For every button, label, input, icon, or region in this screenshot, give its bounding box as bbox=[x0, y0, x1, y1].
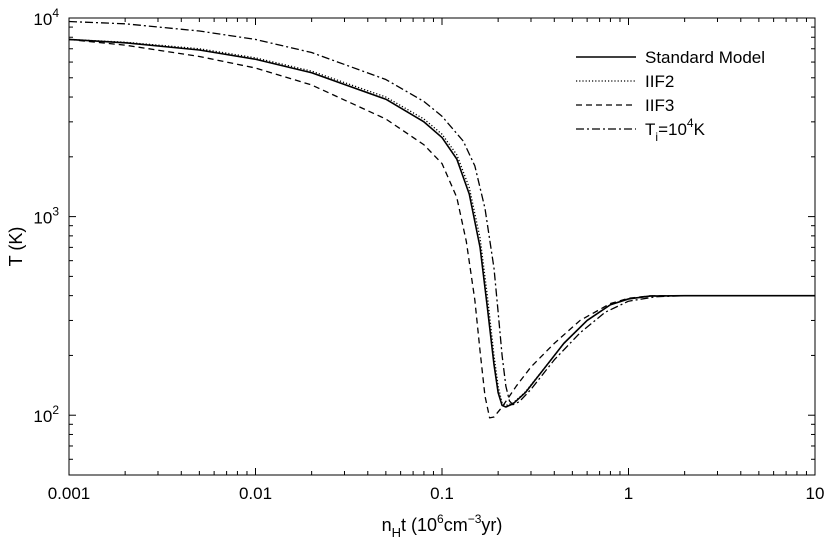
y-tick-label: 103 bbox=[33, 205, 59, 228]
ticks-layer bbox=[68, 18, 815, 476]
legend-label-3: IIF3 bbox=[645, 96, 674, 115]
x-axis-label-part: n bbox=[382, 515, 392, 535]
x-axis-label-sub: H bbox=[392, 525, 401, 540]
y-tick-exponent: 4 bbox=[52, 6, 59, 20]
legend-label-sub: i bbox=[655, 130, 658, 144]
series-line-2 bbox=[68, 38, 815, 407]
series-layer bbox=[68, 20, 815, 419]
legend-label-sup: 4 bbox=[687, 116, 694, 130]
legend-label-part: K bbox=[694, 120, 706, 139]
x-tick-label: 0.1 bbox=[430, 484, 454, 503]
legend-label-part: T bbox=[645, 120, 655, 139]
x-axis-label-part: cm bbox=[444, 515, 468, 535]
plot-frame bbox=[68, 17, 816, 476]
y-tick-base: 10 bbox=[33, 10, 52, 29]
series-line-3 bbox=[68, 38, 815, 419]
x-tick-label: 0.01 bbox=[239, 484, 272, 503]
legend-label-4: Ti=104K bbox=[645, 116, 706, 144]
x-tick-label: 0.001 bbox=[48, 484, 91, 503]
y-tick-base: 10 bbox=[33, 407, 52, 426]
x-axis-label-sup: −3 bbox=[468, 512, 482, 526]
x-axis-label: nHt (106cm−3yr) bbox=[382, 512, 503, 540]
series-line-4 bbox=[68, 20, 815, 406]
y-axis-label: T (K) bbox=[6, 227, 26, 267]
x-axis-label-sup: 6 bbox=[437, 512, 444, 526]
y-tick-exponent: 2 bbox=[52, 403, 59, 417]
series-line-1 bbox=[68, 38, 815, 408]
x-tick-label: 10 bbox=[806, 484, 825, 503]
y-tick-base: 10 bbox=[33, 209, 52, 228]
legend-label-part: =10 bbox=[658, 120, 687, 139]
y-tick-label: 102 bbox=[33, 403, 59, 426]
y-tick-label: 104 bbox=[33, 6, 59, 29]
legend-label-1: Standard Model bbox=[645, 48, 765, 67]
x-tick-label: 1 bbox=[624, 484, 633, 503]
legend-label-2: IIF2 bbox=[645, 72, 674, 91]
x-axis-label-part: yr) bbox=[481, 515, 502, 535]
x-axis-label-part: t (10 bbox=[401, 515, 437, 535]
y-tick-exponent: 3 bbox=[52, 205, 59, 219]
